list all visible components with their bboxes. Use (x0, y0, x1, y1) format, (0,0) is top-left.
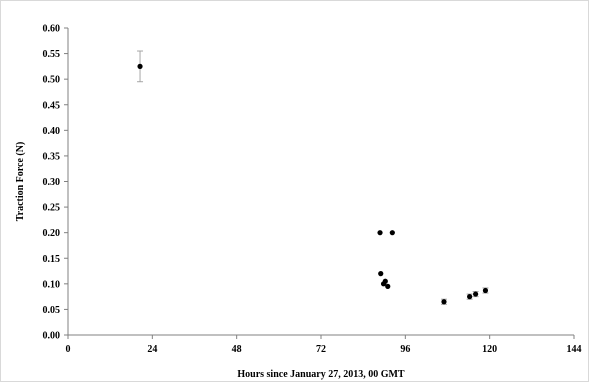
y-tick-label: 0.60 (43, 24, 61, 35)
x-tick-label: 72 (316, 344, 326, 355)
data-point (473, 291, 479, 297)
data-point (378, 271, 384, 277)
y-tick-label: 0.30 (43, 177, 61, 188)
data-point (467, 294, 473, 300)
y-tick-label: 0.00 (43, 331, 61, 342)
y-tick-label: 0.50 (43, 75, 61, 86)
data-point (482, 287, 489, 294)
axes: 0.00 0.05 0.10 0.15 0.20 0.25 0.30 0.35 0.40 0.45… (43, 24, 582, 356)
x-axis-title: Hours since January 27, 2013, 00 GMT (237, 369, 405, 380)
y-tick-label: 0.45 (43, 100, 61, 111)
x-tick-label: 144 (567, 344, 582, 355)
data-point (382, 278, 388, 284)
data-point (389, 230, 395, 236)
y-axis-title: Traction Force (N) (15, 142, 26, 222)
x-tick-label: 24 (147, 344, 157, 355)
data-points (137, 63, 489, 305)
y-tick-label: 0.10 (43, 279, 61, 290)
data-point (441, 299, 447, 305)
y-tick-label: 0.05 (43, 305, 61, 316)
data-point (385, 283, 391, 289)
x-tick-label: 96 (400, 344, 410, 355)
error-bars (137, 50, 489, 305)
y-tick-label: 0.20 (43, 228, 61, 239)
x-tick-label: 120 (482, 344, 497, 355)
y-tick-label: 0.15 (43, 254, 61, 265)
y-tick-label: 0.55 (43, 49, 61, 60)
y-tick-label: 0.40 (43, 126, 61, 137)
y-tick-label: 0.25 (43, 203, 61, 214)
x-tick-label: 0 (66, 344, 71, 355)
y-tick-label: 0.35 (43, 151, 61, 162)
x-tick-label: 48 (232, 344, 242, 355)
data-point (137, 63, 143, 69)
data-point (377, 230, 383, 236)
